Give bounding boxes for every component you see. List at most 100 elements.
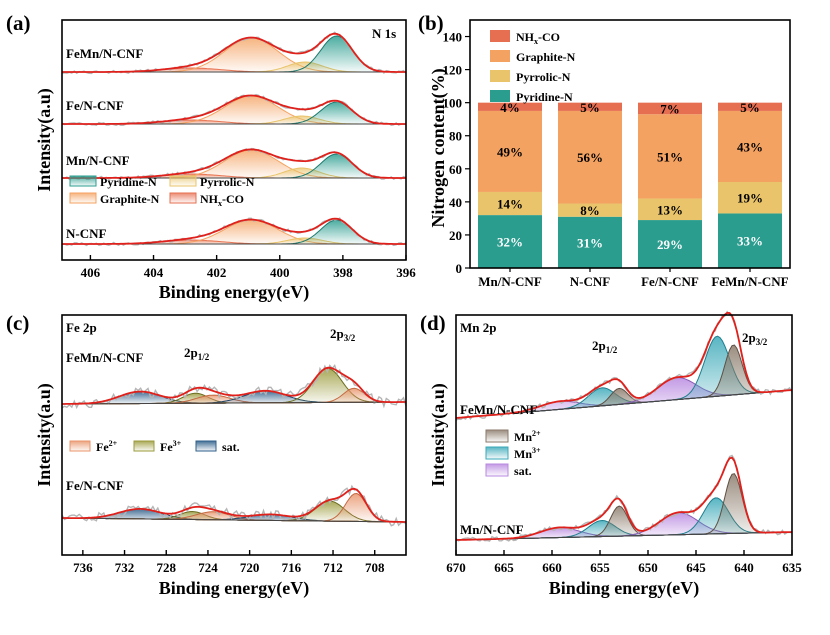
bar-2-3 [638, 198, 702, 221]
legend-swatch-pyrrolic [169, 175, 197, 187]
c-tick-label-6: 712 [323, 560, 343, 575]
a-tick-label-2: 402 [207, 265, 227, 280]
a-tick-label-5: 396 [396, 265, 416, 280]
c-legend-swatch-fe2 [69, 440, 91, 452]
panel-c-x-ticks: 736 732 728 724 720 716 712 708 [73, 550, 385, 575]
d-tick-label-1: 665 [494, 560, 514, 575]
bar-1-3 [638, 220, 702, 268]
bar-label-4-2: 5% [580, 100, 600, 115]
panel-b: (b) 32% 14% 49% 4% 31% 8% 56% 5% 29% 13% 51% 7% 33% 1… [418, 11, 791, 289]
panel-c-sample-fe: Fe/N-CNF [66, 478, 124, 493]
bar-4-2 [558, 102, 622, 111]
bar-label-2-1: 14% [497, 197, 523, 212]
c-tick-label-3: 724 [198, 560, 218, 575]
b-y-tick-label-1: 20 [449, 228, 462, 243]
b-legend-pyrrolic: Pyrrolic-N [516, 70, 571, 84]
b-category-label-3: Fe/N-CNF [641, 274, 699, 289]
legend-swatch-pyridine [69, 175, 97, 187]
panel-a-ylabel: Intensity(a.u) [34, 88, 55, 192]
bar-label-1-4: 33% [737, 234, 763, 249]
d-tick-label-7: 635 [782, 560, 802, 575]
b-legend-swatch-graphite [490, 50, 510, 62]
d-legend-mn3: Mn3+ [514, 446, 541, 461]
panel-c-frame [61, 314, 407, 556]
panel-d-core-level: Mn 2p [460, 320, 496, 335]
bar-2-4 [718, 182, 782, 214]
b-category-label-4: FeMn/N-CNF [711, 274, 788, 289]
bar-1-4 [718, 213, 782, 268]
b-y-tick-label-6: 120 [443, 63, 463, 78]
a-s3-fit-envelope [62, 217, 406, 245]
panel-d-sample-femn: FeMn/N-CNF [460, 402, 537, 417]
b-y-tick-label-5: 100 [443, 96, 463, 111]
panel-a-sample-femn: FeMn/N-CNF [66, 46, 143, 61]
c-tick-label-2: 728 [156, 560, 176, 575]
c-s1-fit-envelope [62, 487, 406, 523]
bar-label-1-2: 31% [577, 235, 603, 250]
panel-c: (c) Fe 2p FeMn/N-CNF Fe/N-CNF 2p1/2 2p3/… [6, 311, 407, 599]
panel-c-core-level: Fe 2p [66, 320, 97, 335]
a-tick-label-1: 404 [144, 265, 164, 280]
c-s0-fit-envelope [62, 366, 406, 405]
bar-label-4-4: 5% [740, 100, 760, 115]
c-s0-baseline [61, 401, 407, 405]
panel-a-sample-mn: Mn/N-CNF [66, 153, 130, 168]
d-legend-sat: sat. [514, 464, 532, 478]
a-s1-fit-envelope [62, 94, 406, 125]
b-legend-graphite: Graphite-N [516, 50, 576, 64]
panel-d-legend: Mn2+ Mn3+ sat. [485, 429, 541, 478]
d-tick-label-4: 650 [638, 560, 658, 575]
panel-d-peak-2p12: 2p1/2 [592, 338, 618, 355]
panel-a-core-level: N 1s [372, 26, 396, 41]
b-category-label-1: Mn/N-CNF [478, 274, 542, 289]
panel-c-legend: Fe2+ Fe3+ sat. [69, 439, 240, 454]
b-legend-swatch-pyrrolic [490, 70, 510, 82]
panel-b-legend: NHx-CO Graphite-N Pyrrolic-N Pyridine-N [490, 30, 576, 104]
panel-c-xlabel: Binding energy(eV) [159, 578, 310, 599]
d-tick-label-0: 670 [446, 560, 466, 575]
bar-label-1-1: 32% [497, 235, 523, 250]
b-category-label-2: N-CNF [570, 274, 610, 289]
panel-a-frame [61, 19, 407, 261]
panel-c-spectra [61, 363, 407, 527]
panel-a: (a) N 1s FeMn/N-CNF Fe/N-CNF Mn/N-CNF N-… [6, 11, 416, 303]
b-legend-swatch-nhx [490, 30, 510, 42]
d-legend-swatch-sat [485, 463, 509, 477]
b-y-tick-label-2: 40 [449, 195, 462, 210]
bar-4-4 [718, 102, 782, 111]
panel-a-legend: Pyridine-N Pyrrolic-N Graphite-N NHx-CO [69, 175, 255, 208]
d-tick-label-3: 655 [590, 560, 610, 575]
d-legend-mn2: Mn2+ [514, 429, 541, 444]
c-tick-label-1: 732 [115, 560, 135, 575]
d-s1-fit-envelope [455, 456, 793, 541]
legend-swatch-nhx [169, 192, 197, 204]
bar-2-1 [478, 191, 542, 216]
d-tick-label-2: 660 [542, 560, 562, 575]
c-tick-label-5: 716 [282, 560, 302, 575]
bar-1-1 [478, 215, 542, 268]
legend-pyrrolic: Pyrrolic-N [200, 175, 255, 189]
panel-c-sample-femn: FeMn/N-CNF [66, 350, 143, 365]
a-tick-label-3: 400 [270, 265, 290, 280]
c-legend-swatch-fe3 [133, 440, 155, 452]
bar-3-2 [558, 110, 622, 204]
a-tick-label-4: 398 [333, 265, 353, 280]
bar-2-2 [558, 203, 622, 217]
bar-label-1-3: 29% [657, 237, 683, 252]
b-legend-nhx: NHx-CO [516, 30, 560, 46]
bar-label-3-2: 56% [577, 150, 603, 165]
panel-a-spectra [61, 31, 407, 247]
c-legend-fe3: Fe3+ [160, 439, 182, 454]
panel-b-label: (b) [418, 11, 444, 35]
panel-a-x-ticks: 406 404 402 400 398 396 [81, 255, 416, 280]
c-s1-baseline [61, 517, 407, 523]
bar-label-3-4: 43% [737, 139, 763, 154]
c-s1-raw-data [61, 484, 407, 527]
panel-b-ylabel: Nitrogen content(%) [428, 68, 449, 227]
panel-d-xlabel: Binding energy(eV) [549, 578, 700, 599]
panel-c-peak-2p12: 2p1/2 [184, 345, 210, 362]
panel-b-frame [469, 19, 791, 269]
b-y-tick-label-4: 80 [449, 129, 462, 144]
panel-d-peak-2p32: 2p3/2 [742, 330, 768, 347]
